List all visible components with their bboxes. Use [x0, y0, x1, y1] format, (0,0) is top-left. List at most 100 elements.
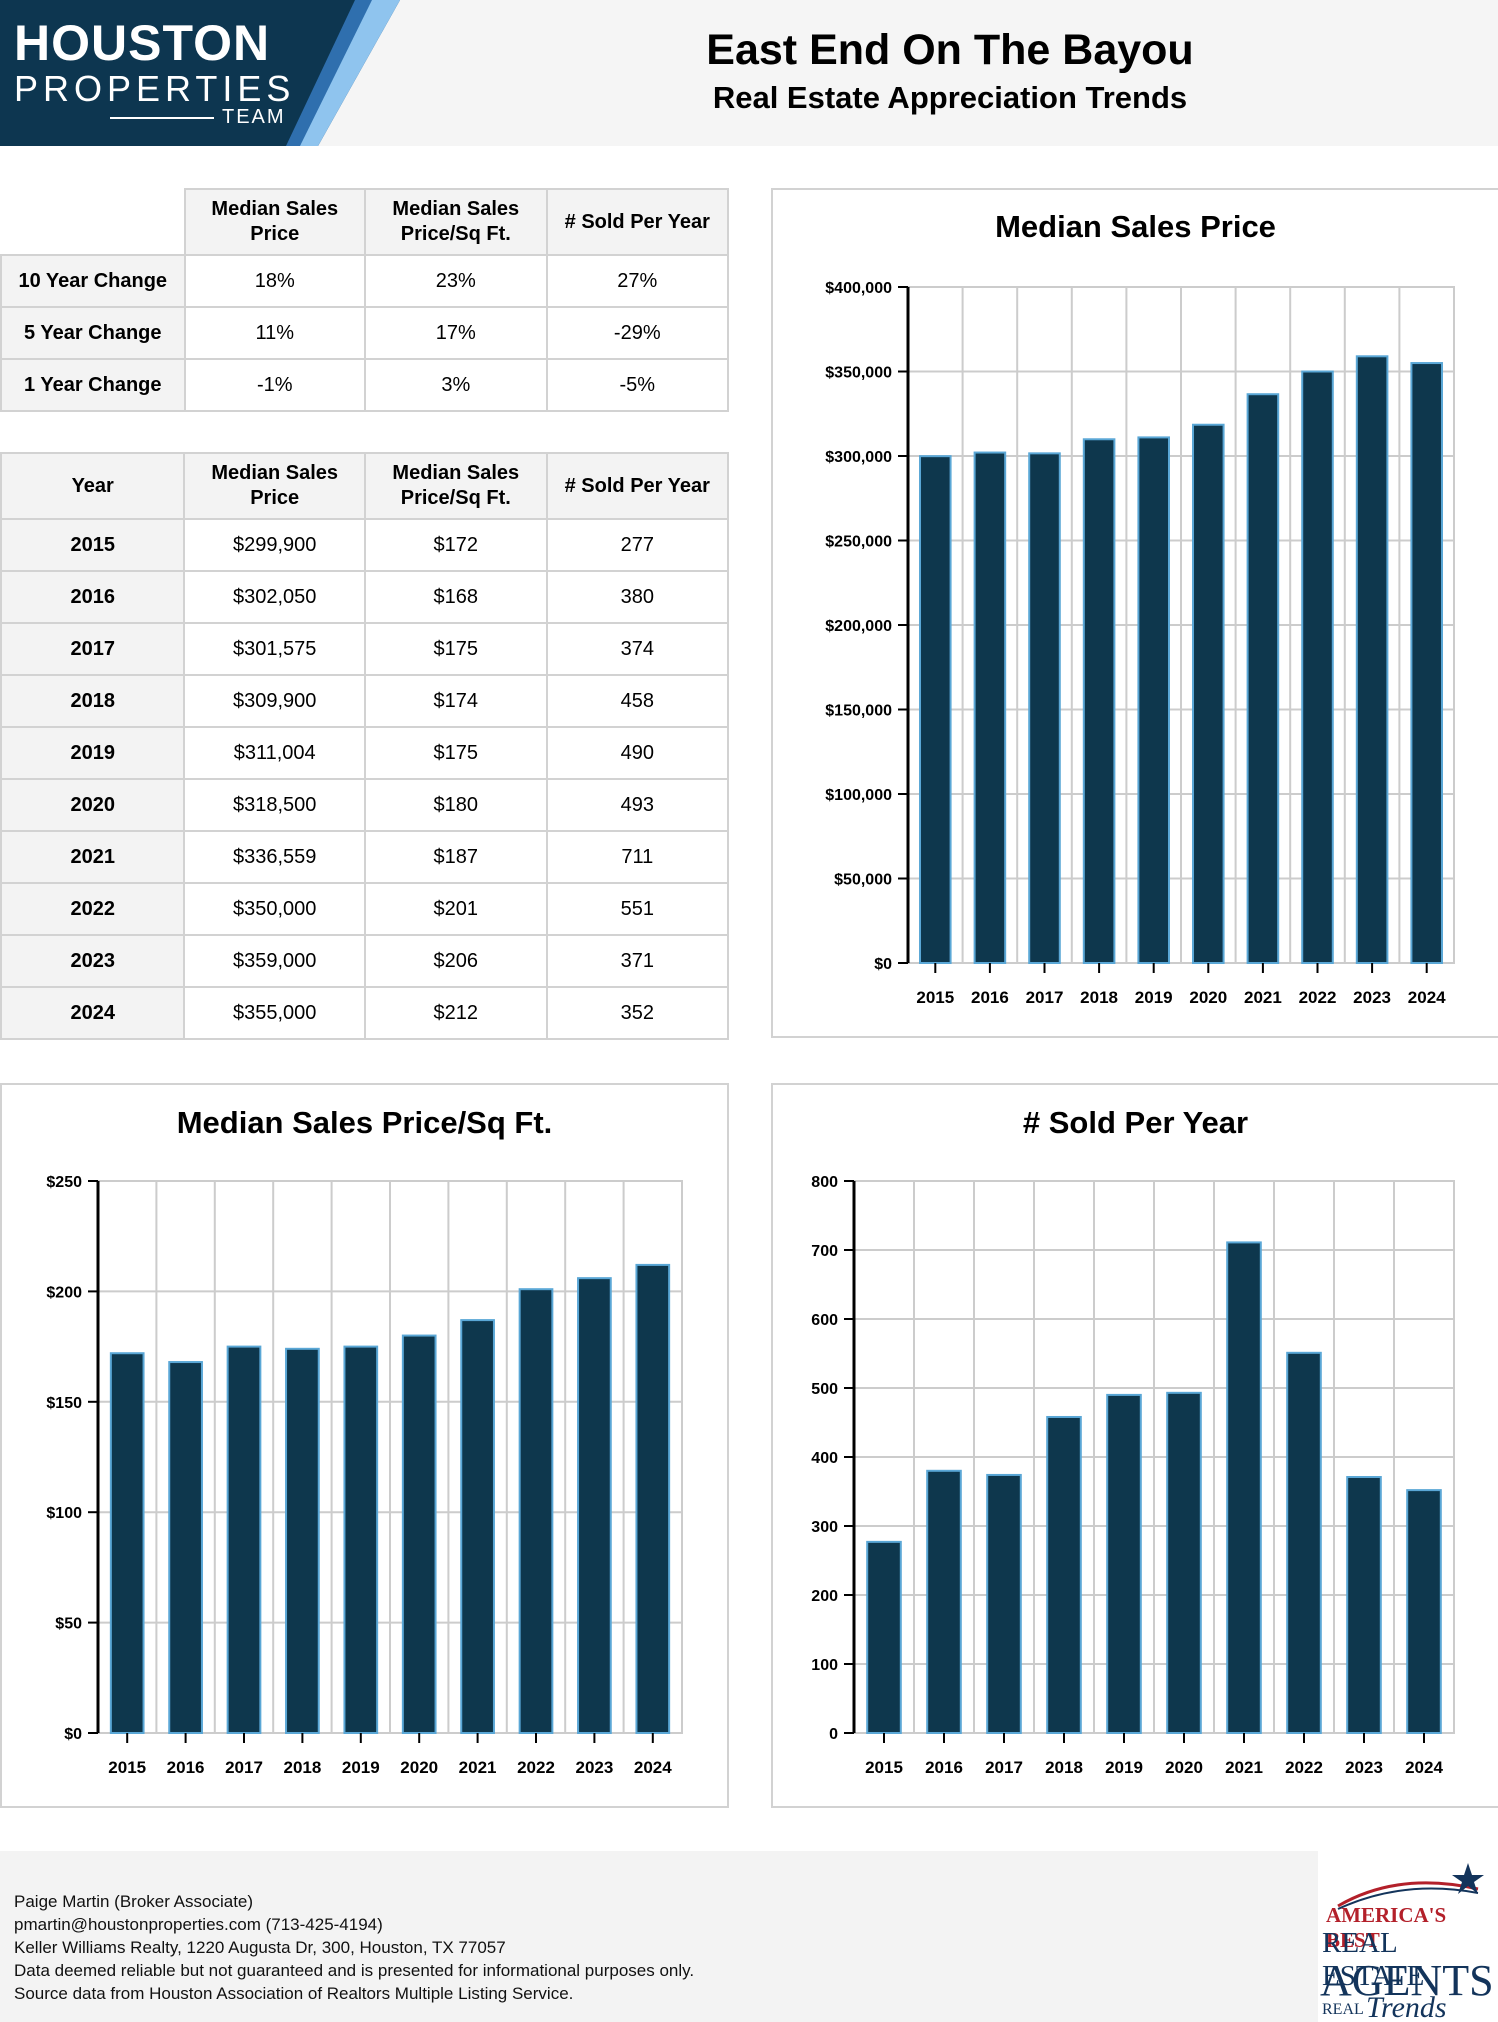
column-header: Year	[0, 452, 186, 520]
price-cell: $336,559	[183, 830, 366, 884]
sold-per-year-chart: 0 100 200 300 400 500 600 700 800 2015 2016 2017 201…	[811, 1174, 1455, 1777]
x-tick-label: 2016	[971, 988, 1009, 1007]
sqft-cell: $212	[363, 986, 548, 1040]
x-tick-label: 2020	[400, 1758, 438, 1777]
bar-2018	[1046, 1415, 1082, 1734]
table-cell: -1%	[183, 358, 367, 412]
y-tick-label: 0	[829, 1726, 838, 1743]
bar-2023	[1346, 1476, 1382, 1735]
x-tick-label: 2018	[283, 1758, 321, 1777]
table-row: 2021 $336,559 $187 711	[0, 830, 730, 884]
x-tick-label: 2017	[1026, 988, 1064, 1007]
year-cell: 2018	[0, 674, 186, 728]
y-tick-label: $200,000	[825, 618, 892, 635]
bar-2020	[401, 1334, 437, 1734]
bar-2023	[1355, 355, 1389, 965]
sqft-cell: $174	[363, 674, 548, 728]
year-cell: 2016	[0, 570, 186, 624]
sold-cell: 551	[545, 882, 730, 936]
column-header: # Sold Per Year	[545, 452, 730, 520]
table-row: 2015 $299,900 $172 277	[0, 518, 730, 572]
price-cell: $302,050	[183, 570, 366, 624]
page-footer: Paige Martin (Broker Associate) pmartin@…	[0, 1851, 1498, 2022]
sqft-cell: $168	[363, 570, 548, 624]
x-tick-label: 2022	[1299, 988, 1337, 1007]
x-tick-label: 2017	[985, 1758, 1023, 1777]
disclaimer: Data deemed reliable but not guaranteed …	[14, 1961, 695, 1980]
bar-2021	[1246, 393, 1280, 965]
price-cell: $355,000	[183, 986, 366, 1040]
bar-2019	[343, 1345, 379, 1734]
company-logo[interactable]: HOUSTON PROPERTIES TEAM	[0, 0, 400, 146]
x-tick-label: 2023	[575, 1758, 613, 1777]
y-tick-label: 300	[811, 1519, 838, 1536]
table-corner	[1, 189, 186, 256]
column-header: Median Sales Price/Sq Ft.	[363, 452, 548, 520]
bar-2021	[1226, 1241, 1262, 1734]
y-tick-label: $0	[64, 1726, 82, 1743]
price-cell: $301,575	[183, 622, 366, 676]
x-tick-label: 2023	[1345, 1758, 1383, 1777]
logo-divider	[110, 117, 214, 119]
sold-cell: 374	[545, 622, 730, 676]
y-tick-label: 400	[811, 1450, 838, 1467]
bar-2015	[866, 1540, 902, 1734]
row-label: 10 Year Change	[0, 254, 186, 308]
table-row: 2020 $318,500 $180 493	[0, 778, 730, 832]
bar-2021	[460, 1319, 495, 1734]
row-label: 5 Year Change	[0, 306, 186, 360]
bar-2024	[1406, 1489, 1442, 1734]
y-tick-label: $0	[874, 956, 892, 973]
agent-name: Paige Martin (Broker Associate)	[14, 1892, 254, 1911]
year-cell: 2015	[0, 518, 186, 572]
price-cell: $299,900	[183, 518, 366, 572]
badge-line-2: REAL ESTATE	[1322, 1927, 1425, 1992]
chart-title: Median Sales Price/Sq Ft.	[176, 1105, 553, 1140]
table-cell: 18%	[183, 254, 367, 308]
sqft-cell: $180	[363, 778, 548, 832]
y-tick-label: 600	[811, 1312, 838, 1329]
x-tick-label: 2024	[634, 1758, 672, 1777]
bar-2022	[1286, 1351, 1322, 1734]
y-tick-label: $350,000	[825, 365, 892, 382]
bar-2018	[1082, 438, 1116, 965]
x-tick-label: 2015	[108, 1758, 146, 1777]
table-row: 2022 $350,000 $201 551	[0, 882, 730, 936]
table-row: 2024 $355,000 $212 352	[0, 986, 730, 1040]
bar-2017	[1028, 452, 1061, 964]
badge-line-4: REAL	[1322, 2001, 1364, 2018]
sqft-cell: $172	[363, 518, 548, 572]
bar-2024	[635, 1263, 671, 1735]
table-row: 2023 $359,000 $206 371	[0, 934, 730, 988]
yearly-data-table: Year Median Sales Price Median Sales Pri…	[0, 452, 730, 1040]
bar-2015	[109, 1352, 145, 1734]
y-tick-label: 700	[811, 1243, 838, 1260]
y-tick-label: $150	[46, 1395, 82, 1412]
column-header: Median Sales Price	[183, 452, 366, 520]
table-row: 2016 $302,050 $168 380	[0, 570, 730, 624]
sold-cell: 277	[545, 518, 730, 572]
bar-2023	[577, 1277, 612, 1734]
bar-2018	[285, 1347, 320, 1734]
bar-2022	[1301, 370, 1334, 964]
y-tick-label: $300,000	[825, 449, 892, 466]
price-per-sqft-chart-panel: Median Sales Price/Sq Ft. $0 $50 $100 $150 $…	[0, 1083, 729, 1808]
bar-2022	[518, 1288, 554, 1735]
x-tick-label: 2018	[1045, 1758, 1083, 1777]
sqft-cell: $206	[363, 934, 548, 988]
sold-cell: 380	[545, 570, 730, 624]
y-tick-label: 500	[811, 1381, 838, 1398]
bar-2017	[226, 1345, 262, 1734]
bar-2016	[973, 451, 1007, 964]
y-tick-label: $250	[46, 1174, 82, 1191]
sold-cell: 493	[545, 778, 730, 832]
column-header: Median Sales Price	[183, 188, 367, 256]
x-tick-label: 2017	[225, 1758, 263, 1777]
price-cell: $350,000	[183, 882, 366, 936]
bar-2019	[1106, 1393, 1142, 1734]
price-cell: $318,500	[183, 778, 366, 832]
x-tick-label: 2021	[459, 1758, 497, 1777]
sqft-cell: $175	[363, 726, 548, 780]
table-row: 2019 $311,004 $175 490	[0, 726, 730, 780]
agent-contact[interactable]: pmartin@houstonproperties.com (713-425-4…	[14, 1915, 383, 1934]
